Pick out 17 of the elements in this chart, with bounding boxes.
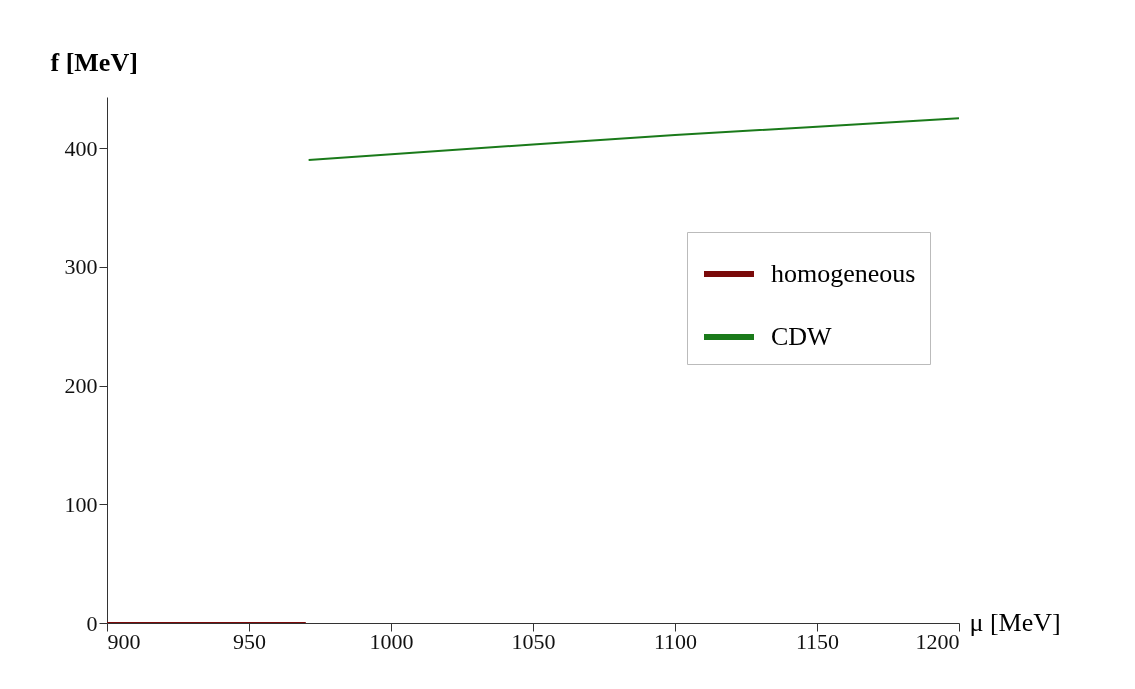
y-tick-label: 0	[86, 610, 98, 636]
x-tick-label: 950	[233, 628, 266, 654]
y-axis-title: f [MeV]	[50, 47, 138, 77]
line-series	[307, 117, 959, 161]
legend-label: CDW	[771, 322, 833, 351]
x-tick-label: 1100	[653, 628, 698, 654]
x-tick-label: 1150	[795, 628, 840, 654]
x-tick-label: 1050	[511, 628, 556, 654]
y-tick-label: 100	[64, 491, 98, 517]
x-axis-title: μ [MeV]	[969, 607, 1061, 637]
y-tick-label: 200	[64, 373, 98, 399]
legend-label: homogeneous	[771, 259, 916, 288]
y-tick-label: 400	[64, 135, 98, 161]
y-tick-label: 300	[64, 254, 98, 280]
x-tick-label: 1200	[915, 628, 960, 654]
x-tick-label: 1000	[369, 628, 414, 654]
x-tick-label: 900	[107, 628, 141, 654]
